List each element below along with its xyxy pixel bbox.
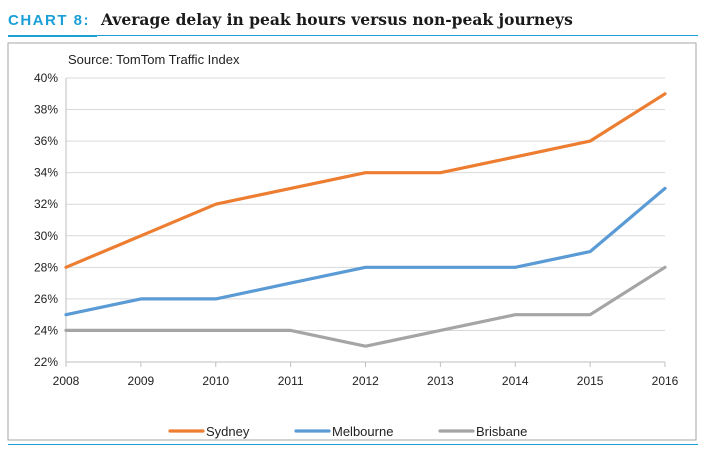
x-tick-label: 2009 xyxy=(128,374,155,388)
x-tick-label: 2015 xyxy=(577,374,604,388)
legend-label: Sydney xyxy=(206,424,250,439)
legend-label: Brisbane xyxy=(476,424,527,439)
x-tick-label: 2013 xyxy=(427,374,454,388)
series-line-sydney xyxy=(64,92,667,269)
chart-header: CHART 8: Average delay in peak hours ver… xyxy=(8,6,698,37)
x-tick-label: 2010 xyxy=(202,374,229,388)
chart-number: CHART 8: xyxy=(8,12,90,29)
x-tick-label: 2008 xyxy=(53,374,80,388)
legend: Sydney Melbourne Brisbane xyxy=(168,424,527,439)
chart-source: Source: TomTom Traffic Index xyxy=(68,52,240,67)
y-tick-label: 38% xyxy=(34,103,58,117)
legend-item-melbourne: Melbourne xyxy=(294,424,393,439)
header-rule xyxy=(97,35,698,36)
legend-label: Melbourne xyxy=(332,424,393,439)
x-tick-label: 2012 xyxy=(352,374,379,388)
y-tick-label: 34% xyxy=(34,166,58,180)
chart-title: Average delay in peak hours versus non-p… xyxy=(101,10,573,29)
series-line-melbourne xyxy=(64,186,667,317)
y-tick-label: 32% xyxy=(34,197,58,211)
y-tick-label: 24% xyxy=(34,323,58,337)
y-tick-label: 30% xyxy=(34,229,58,243)
legend-item-brisbane: Brisbane xyxy=(438,424,527,439)
series-lines xyxy=(64,92,667,348)
x-tick-label: 2016 xyxy=(652,374,679,388)
x-tick-label: 2011 xyxy=(278,374,304,388)
y-tick-label: 40% xyxy=(34,71,58,85)
gridlines xyxy=(66,77,665,363)
series-line-brisbane xyxy=(64,265,667,348)
x-tick-label: 2014 xyxy=(502,374,529,388)
legend-item-sydney: Sydney xyxy=(168,424,250,439)
chart-number-underline xyxy=(8,35,97,37)
y-tick-label: 22% xyxy=(34,355,58,369)
axes: 22% 24% 26% 28% 30% 32% 34% 36% 38% 40% 2008 2009 20… xyxy=(34,71,679,388)
y-tick-label: 26% xyxy=(34,292,58,306)
y-tick-label: 36% xyxy=(34,134,58,148)
bottom-rule xyxy=(8,444,698,445)
y-tick-label: 28% xyxy=(34,260,58,274)
